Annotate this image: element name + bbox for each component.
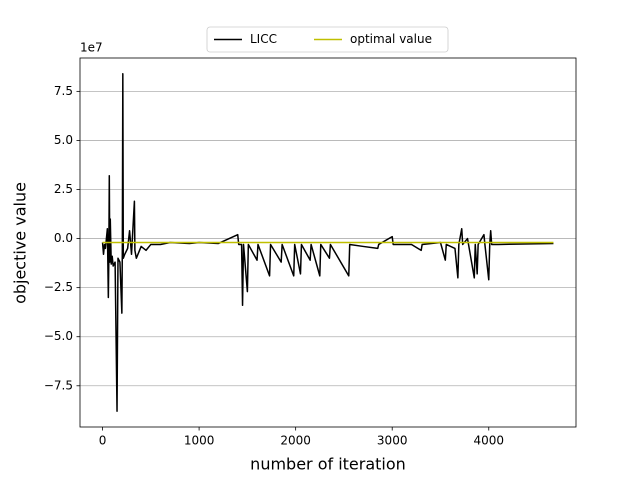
y-tick-label: −2.5 bbox=[44, 280, 73, 294]
y-tick-label: −5.0 bbox=[44, 329, 73, 343]
y-tick-label: −7.5 bbox=[44, 378, 73, 392]
x-tick-label: 4000 bbox=[473, 434, 504, 448]
x-tick-label: 3000 bbox=[377, 434, 408, 448]
legend-label: LICC bbox=[250, 32, 277, 46]
y-axis-label: objective value bbox=[11, 182, 30, 304]
y-offset-label: 1e7 bbox=[80, 41, 103, 55]
x-tick-label: 2000 bbox=[280, 434, 311, 448]
plot-frame bbox=[79, 57, 577, 428]
y-tick-label: 7.5 bbox=[54, 84, 73, 98]
legend-label: optimal value bbox=[350, 32, 432, 46]
x-tick-label: 0 bbox=[99, 434, 107, 448]
y-tick-label: 5.0 bbox=[54, 133, 73, 147]
y-tick-label: 2.5 bbox=[54, 182, 73, 196]
x-tick-label: 1000 bbox=[184, 434, 215, 448]
line-series bbox=[101, 72, 554, 413]
x-axis-label: number of iteration bbox=[250, 455, 406, 474]
y-tick-label: 0.0 bbox=[54, 231, 73, 245]
